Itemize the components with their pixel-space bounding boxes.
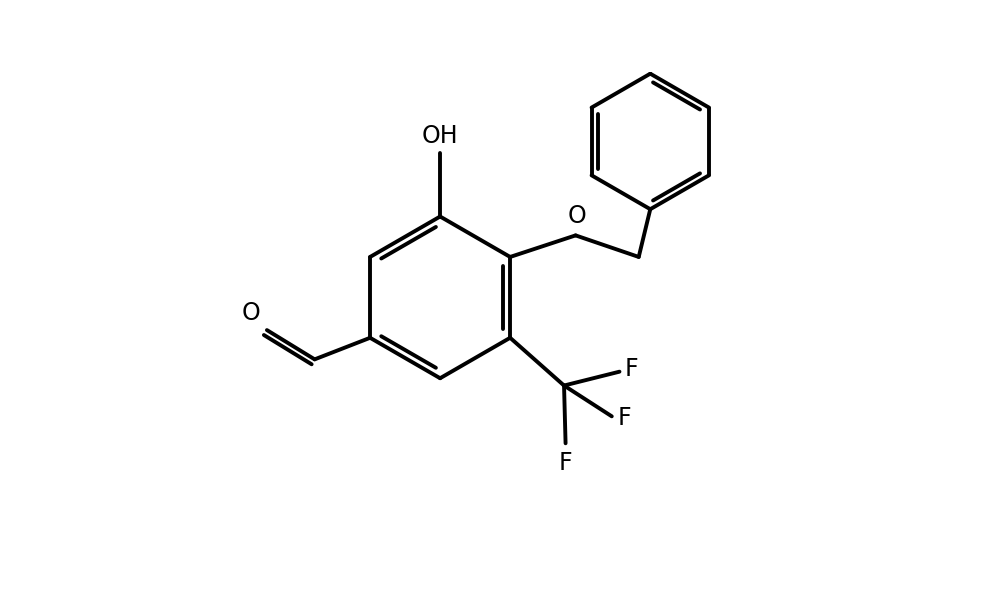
- Text: O: O: [241, 301, 260, 325]
- Text: F: F: [625, 356, 639, 380]
- Text: O: O: [567, 204, 586, 228]
- Text: F: F: [617, 406, 631, 430]
- Text: OH: OH: [422, 124, 459, 148]
- Text: F: F: [558, 451, 572, 475]
